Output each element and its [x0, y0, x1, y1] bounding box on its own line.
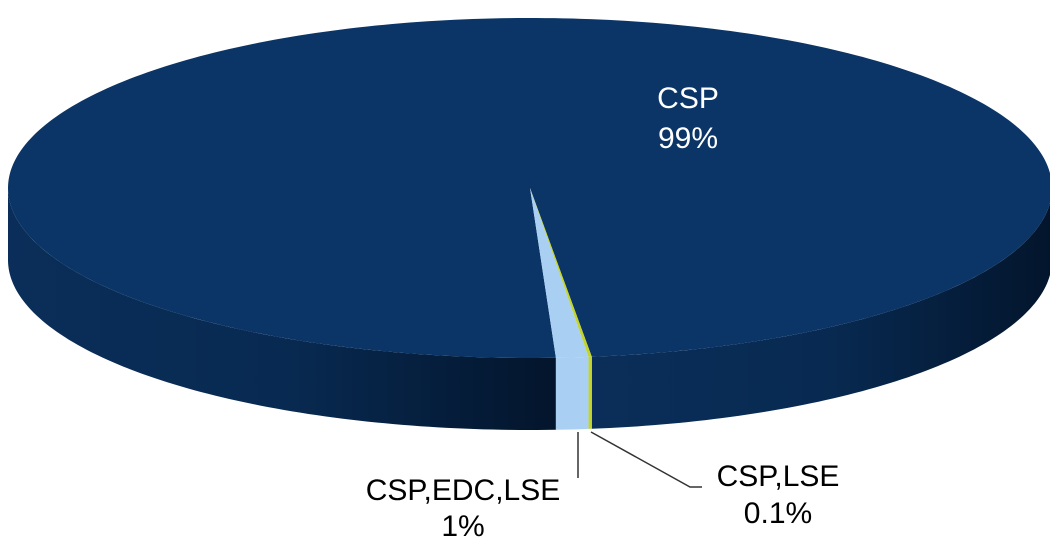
slice-label: CSP,EDC,LSE — [366, 474, 561, 507]
slice-side — [588, 356, 592, 429]
slice-value-label: 99% — [658, 122, 718, 155]
leader-line — [590, 431, 702, 488]
slice-side — [555, 356, 589, 430]
slice — [8, 18, 1050, 358]
pie-sides — [8, 188, 1050, 430]
slice-label: CSP,LSE — [717, 460, 840, 493]
slice-side — [591, 202, 1050, 429]
slice-value-label: 1% — [441, 510, 484, 543]
slice-side — [8, 188, 556, 430]
slice-label: CSP — [657, 82, 719, 115]
slice — [530, 188, 592, 357]
slice — [530, 188, 589, 358]
pie-tops — [8, 18, 1050, 358]
slice-value-label: 0.1% — [744, 497, 812, 530]
